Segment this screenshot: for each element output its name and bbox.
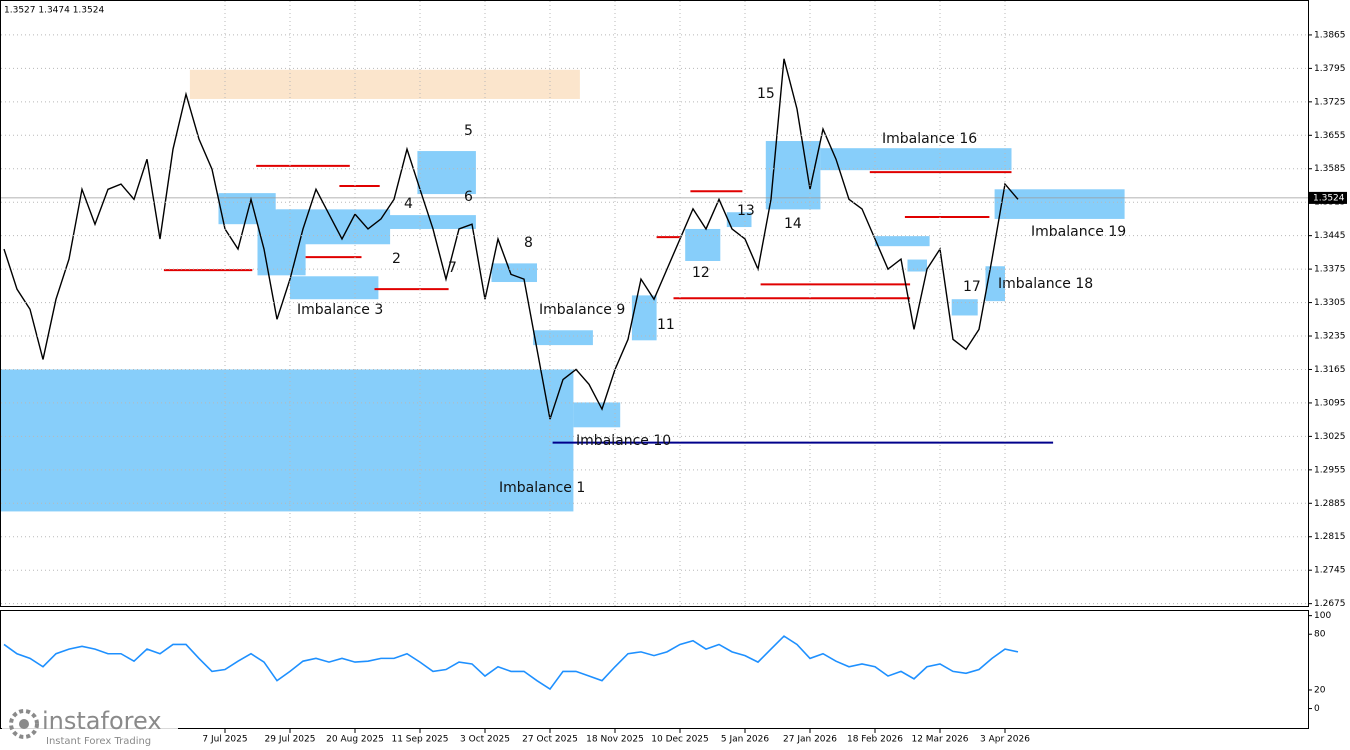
- y-tick-label: 1.3795: [1314, 64, 1346, 74]
- watermark-tagline: Instant Forex Trading: [46, 736, 151, 747]
- x-tick-label: 12 Mar 2026: [911, 735, 968, 745]
- y-tick-label: 1.2675: [1314, 599, 1346, 609]
- x-tick-label: 18 Feb 2026: [847, 735, 903, 745]
- watermark-brand: instaforex: [42, 707, 162, 735]
- annotation: 11: [657, 317, 675, 333]
- x-tick-label: 20 Aug 2025: [326, 735, 384, 745]
- zone: [417, 151, 476, 195]
- zone: [1, 369, 574, 512]
- y-tick-label: 1.3445: [1314, 231, 1346, 241]
- y-tick-label: 1.2815: [1314, 532, 1346, 542]
- series-line: [3, 635, 1019, 691]
- y-tick-label: 1.3585: [1314, 164, 1346, 174]
- zone: [985, 266, 1005, 302]
- annotation: 4: [404, 196, 413, 212]
- x-tick-label: 18 Nov 2025: [586, 735, 644, 745]
- zone: [907, 259, 927, 272]
- zone: [573, 402, 621, 428]
- y-tick-label: 80: [1314, 630, 1326, 640]
- y-tick-label: 1.3235: [1314, 332, 1346, 342]
- last-price-label: 1.3524: [1313, 193, 1345, 203]
- y-tick-label: 1.3095: [1314, 398, 1346, 408]
- y-tick-label: 1.3865: [1314, 30, 1346, 40]
- zone: [189, 69, 580, 99]
- y-tick-label: 1.3375: [1314, 265, 1346, 275]
- main-frame: [0, 0, 1309, 607]
- zone: [951, 299, 978, 316]
- y-tick-label: 1.2885: [1314, 499, 1346, 509]
- y-tick-label: 100: [1314, 611, 1331, 621]
- zone: [491, 263, 537, 283]
- annotation: Imbalance 1: [499, 480, 585, 496]
- y-tick-label: 1.3305: [1314, 298, 1346, 308]
- annotation: 7: [448, 260, 457, 276]
- annotation: 6: [464, 189, 473, 205]
- x-tick-label: 11 Sep 2025: [391, 735, 448, 745]
- x-tick-label: 7 Jul 2025: [202, 735, 247, 745]
- ohlc-readout: 1.3527 1.3474 1.3524: [4, 6, 104, 16]
- annotation: Imbalance 10: [576, 433, 671, 449]
- y-tick-label: 20: [1314, 685, 1326, 695]
- main-plot: Imbalance 1 Imbalance 3 2 4 5 6 7 8 Imbalance 9 I…: [1, 58, 1308, 512]
- y-tick-label: 1.3165: [1314, 365, 1346, 375]
- annotation: 15: [757, 86, 775, 102]
- oscillator-frame: [0, 610, 1309, 729]
- y-tick-label: 1.3655: [1314, 131, 1346, 141]
- zone: [820, 148, 1012, 171]
- y-tick-label: 1.2745: [1314, 566, 1346, 576]
- annotation: 13: [737, 203, 755, 219]
- annotation: 5: [464, 123, 473, 139]
- x-tick-label: 27 Jan 2026: [783, 735, 837, 745]
- x-tick-label: 27 Oct 2025: [522, 735, 578, 745]
- x-tick-label: 29 Jul 2025: [265, 735, 316, 745]
- zone: [277, 209, 391, 245]
- annotation: Imbalance 16: [882, 131, 977, 147]
- annotation: 12: [692, 265, 710, 281]
- x-tick-label: 3 Apr 2026: [980, 735, 1030, 745]
- zone: [765, 141, 821, 210]
- x-tick-label: 3 Oct 2025: [460, 735, 510, 745]
- series-line: [3, 58, 1019, 420]
- annotation: 2: [392, 251, 401, 267]
- annotation: Imbalance 3: [297, 302, 383, 318]
- y-tick-label: 1.3025: [1314, 432, 1346, 442]
- zone: [290, 276, 379, 300]
- y-tick-label: 1.3725: [1314, 97, 1346, 107]
- annotation: Imbalance 18: [998, 276, 1093, 292]
- watermark-icon-core: [19, 719, 29, 729]
- annotation: 8: [524, 235, 533, 251]
- x-tick-label: 5 Jan 2026: [721, 735, 769, 745]
- x-tick-label: 10 Dec 2025: [651, 735, 709, 745]
- zone: [875, 236, 930, 247]
- y-tick-label: 0: [1314, 704, 1320, 714]
- y-tick-label: 1.2955: [1314, 465, 1346, 475]
- annotation: 14: [784, 216, 802, 232]
- annotation: Imbalance 9: [539, 302, 625, 318]
- watermark-bg: [2, 704, 178, 748]
- zone: [387, 215, 476, 229]
- zone: [685, 228, 721, 261]
- annotation: Imbalance 19: [1031, 224, 1126, 240]
- zone: [726, 212, 752, 228]
- zone: [994, 189, 1125, 219]
- watermark-icon: [9, 709, 39, 739]
- zone: [533, 330, 593, 346]
- annotation: 17: [963, 279, 981, 295]
- last-price-box: [1309, 191, 1347, 204]
